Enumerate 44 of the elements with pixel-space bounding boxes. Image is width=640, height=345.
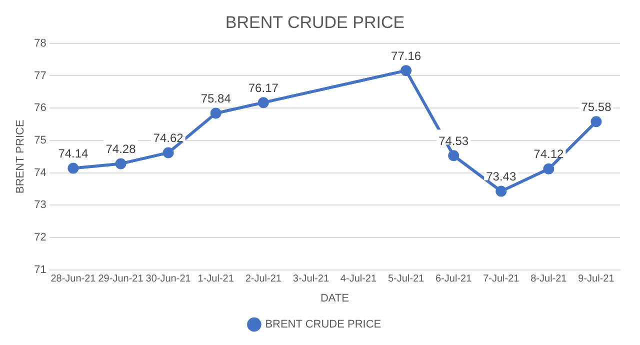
point: [543, 163, 554, 174]
y-tick-label: 73: [34, 199, 46, 212]
data-label: 74.53: [438, 134, 469, 148]
x-axis-title: DATE: [320, 292, 349, 304]
point: [162, 147, 174, 158]
y-tick-label: 72: [34, 231, 46, 244]
data-label: 75.84: [200, 92, 232, 106]
chart-title: BRENT CRUDE PRICE: [225, 12, 405, 32]
data-label: 74.28: [106, 142, 136, 156]
legend-label: BRENT CRUDE PRICE: [265, 318, 382, 331]
data-label: 77.16: [391, 48, 422, 63]
point: [400, 65, 412, 76]
data-label: 74.12: [534, 147, 564, 162]
point: [496, 186, 507, 197]
data-label: 76.17: [248, 80, 279, 95]
x-tick-label: 4-Jul-21: [340, 274, 377, 285]
point: [258, 97, 269, 108]
x-tick-label: 5-Jul-21: [388, 274, 425, 285]
x-tick-label: 6-Jul-21: [436, 274, 472, 285]
y-tick-label: 75: [34, 134, 46, 146]
point: [590, 116, 602, 128]
x-tick-label: 1-Jul-21: [198, 274, 234, 285]
point: [448, 150, 460, 162]
x-tick-label: 7-Jul-21: [483, 274, 520, 285]
x-tick-label: 3-Jul-21: [292, 274, 330, 285]
y-tick-label: 74: [34, 166, 46, 179]
x-tick-label: 30-Jun-21: [146, 274, 192, 285]
point: [210, 108, 222, 119]
x-tick-label: 29-Jun-21: [98, 274, 144, 285]
x-tick-label: 2-Jul-21: [245, 274, 282, 285]
data-label: 75.58: [581, 100, 612, 114]
data-label: 73.43: [486, 170, 516, 184]
x-tick-label: 8-Jul-21: [530, 274, 568, 285]
point: [115, 158, 126, 170]
y-tick-label: 77: [34, 70, 46, 82]
y-tick-label: 71: [34, 264, 46, 276]
y-tick-label: 76: [34, 102, 46, 114]
x-tick-label: 9-Jul-21: [578, 274, 615, 285]
data-label: 74.14: [58, 146, 89, 161]
data-label: 74.62: [153, 131, 184, 146]
x-tick-label: 28-Jun-21: [50, 274, 96, 285]
y-axis-title: BRENT PRICE: [14, 120, 27, 194]
point: [68, 162, 79, 174]
y-tick-label: 78: [34, 37, 46, 50]
